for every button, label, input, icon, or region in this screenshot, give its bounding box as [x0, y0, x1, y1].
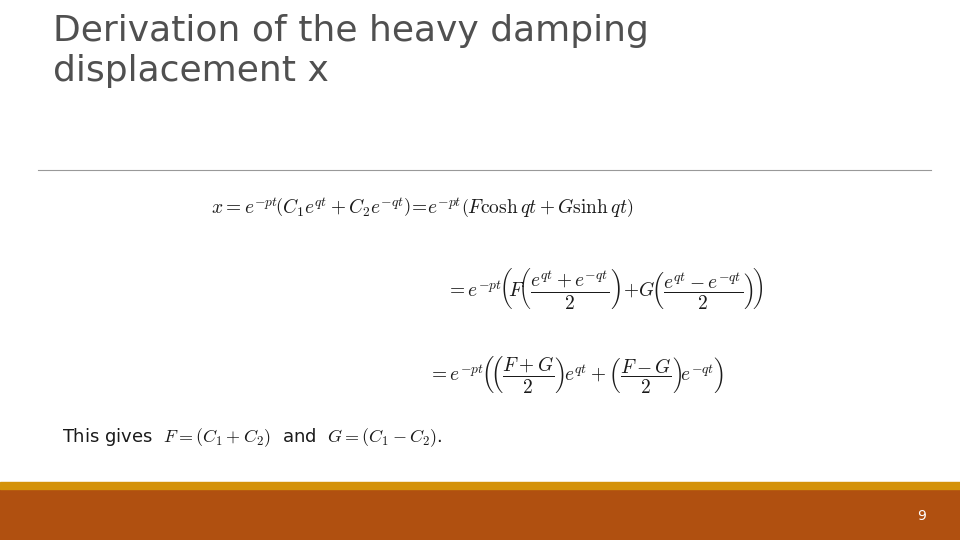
Text: This gives  $F = (C_1 + C_2)$  and  $G = (C_1 - C_2)$.: This gives $F = (C_1 + C_2)$ and $G = (C…: [62, 426, 444, 449]
Text: 9: 9: [918, 509, 926, 523]
Text: Derivation of the heavy damping
displacement x: Derivation of the heavy damping displace…: [53, 14, 649, 88]
Text: $x = e^{-pt}\!\left(C_1 e^{qt} + C_2 e^{-qt}\right)\!=\! e^{-pt}\left(F\cosh qt : $x = e^{-pt}\!\left(C_1 e^{qt} + C_2 e^{…: [211, 195, 634, 220]
Bar: [0, 482, 960, 489]
Text: $=e^{-pt}\!\left(\!F\!\left(\dfrac{e^{qt}+e^{-qt}}{2}\right)\!+\!G\!\left(\dfrac: $=e^{-pt}\!\left(\!F\!\left(\dfrac{e^{qt…: [446, 266, 763, 312]
Text: $=e^{-pt}\!\left(\!\left(\dfrac{F+G}{2}\right)\!e^{qt}+\left(\dfrac{F-G}{2}\righ: $=e^{-pt}\!\left(\!\left(\dfrac{F+G}{2}\…: [428, 355, 724, 396]
Bar: [0, 489, 960, 540]
